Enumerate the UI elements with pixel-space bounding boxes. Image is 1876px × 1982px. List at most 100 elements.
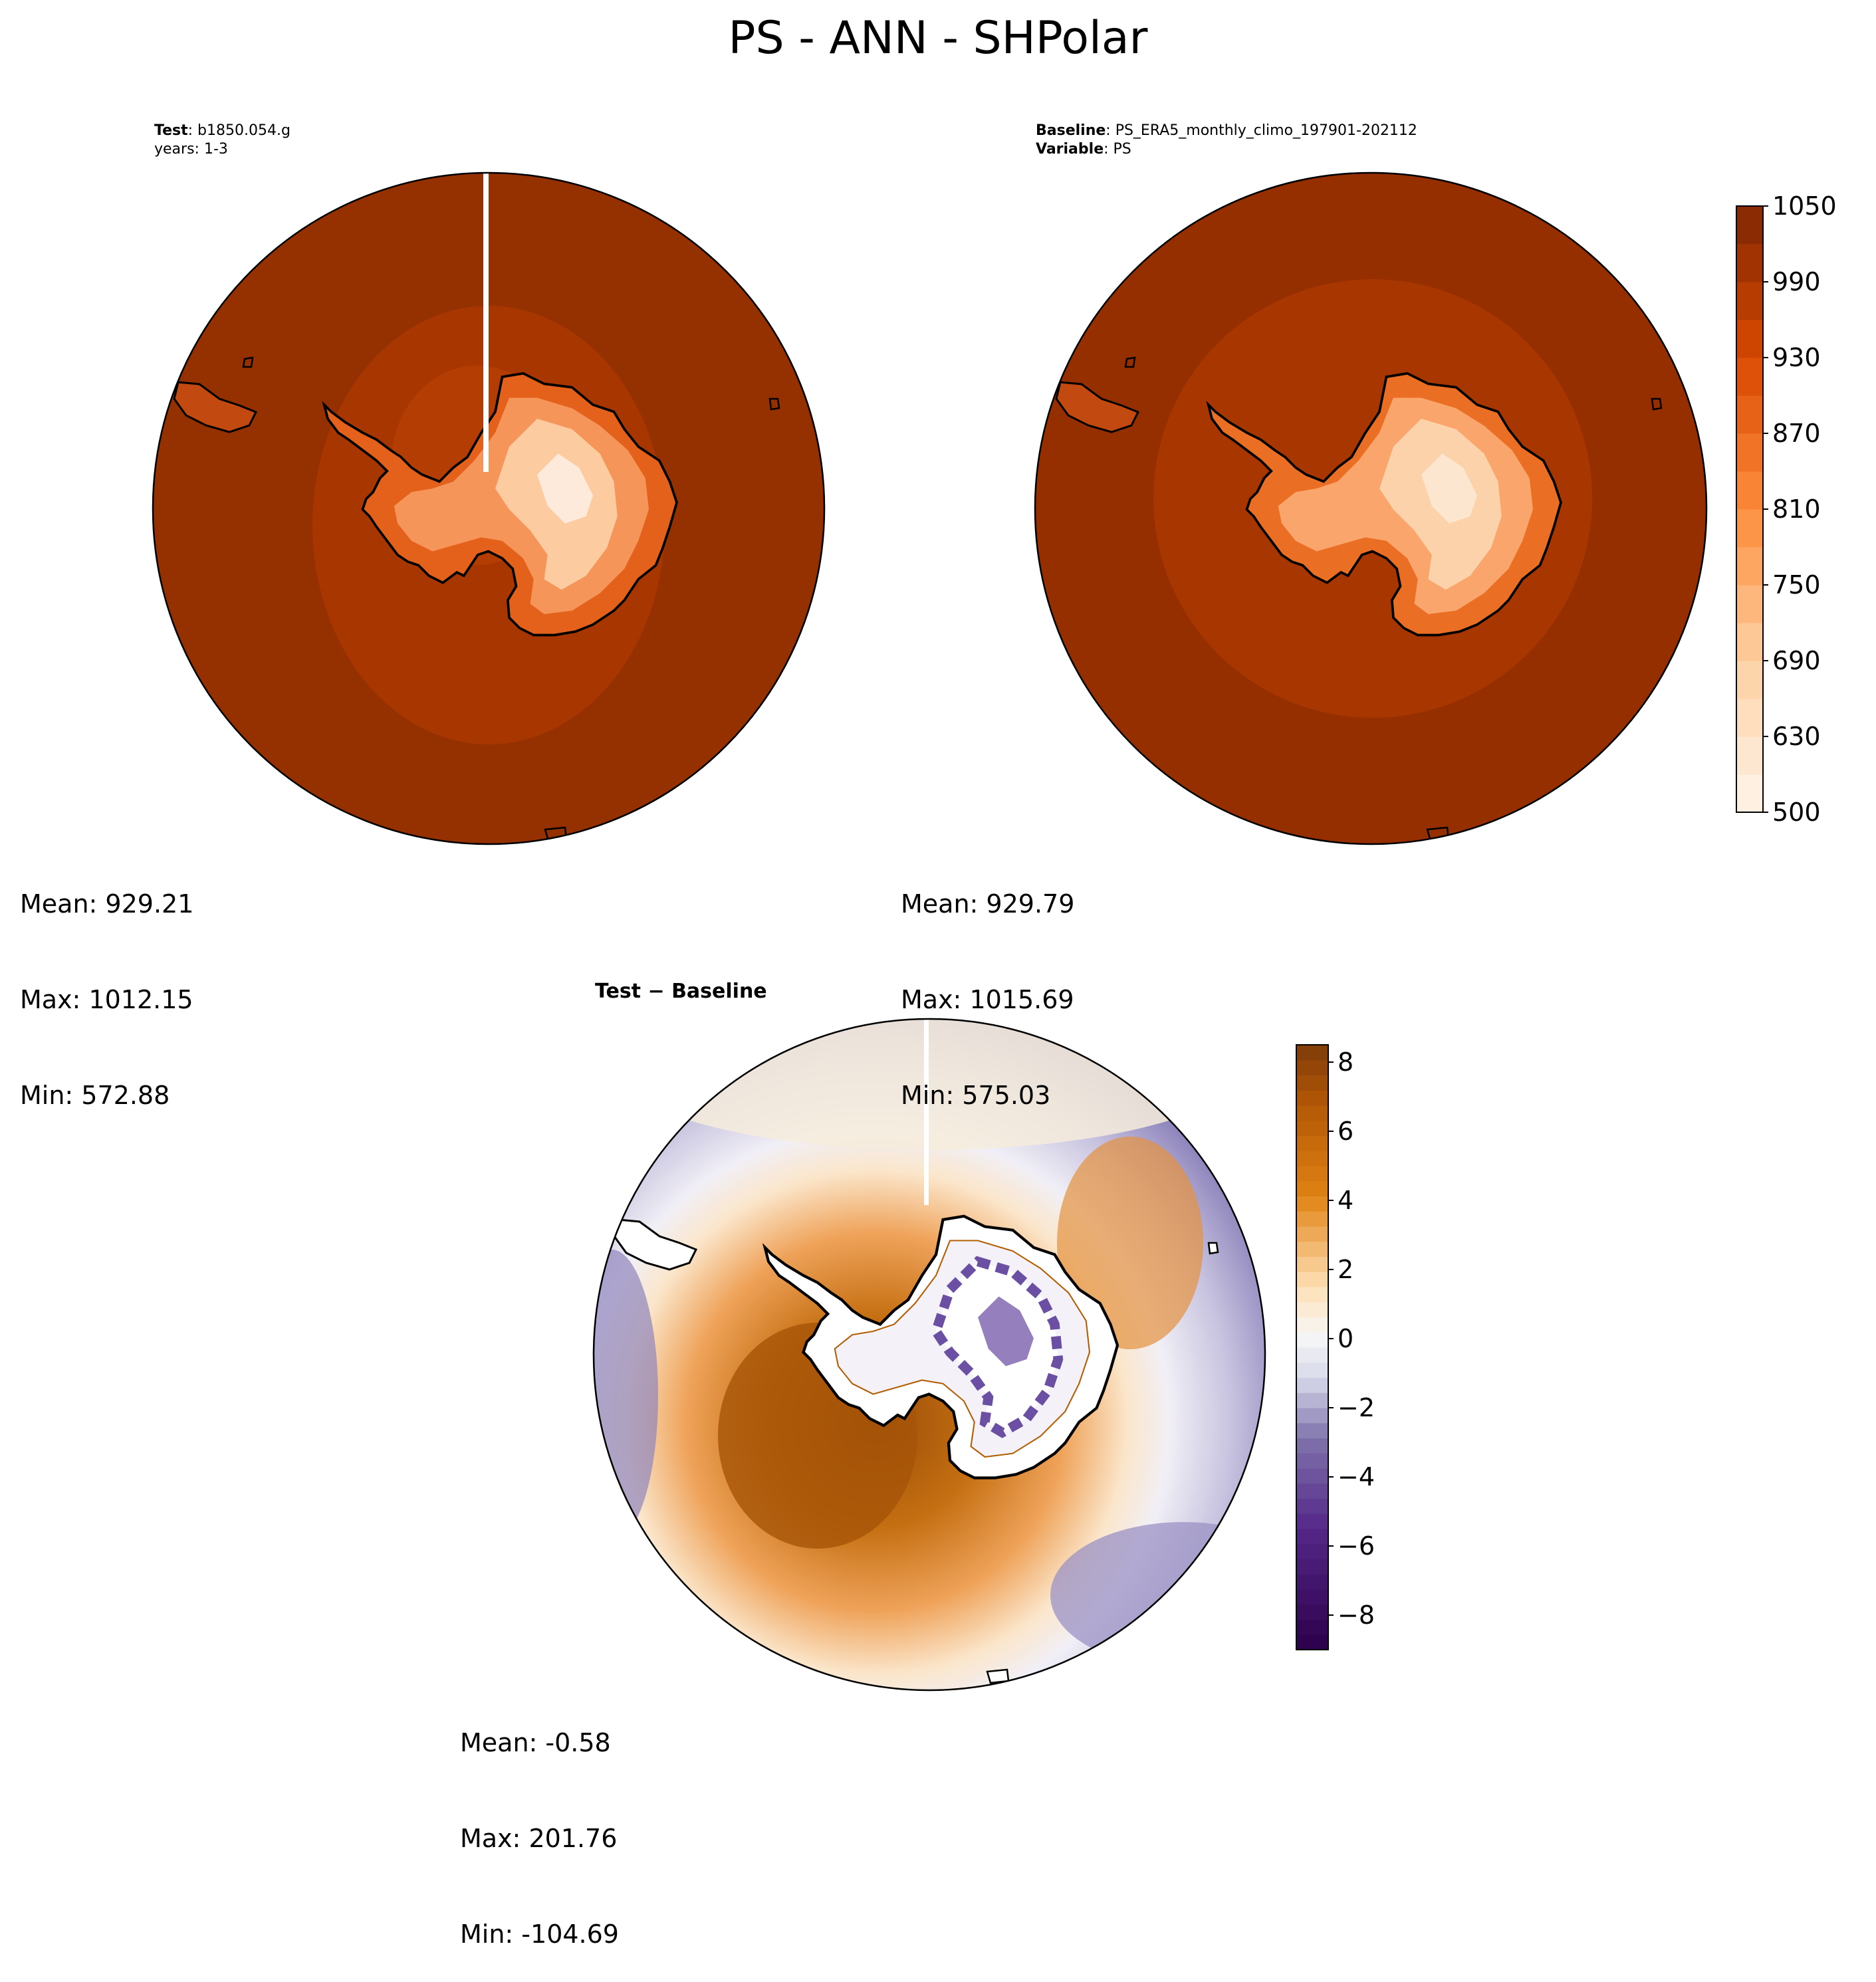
baseline-case-name: PS_ERA5_monthly_climo_197901-202112 [1115,122,1417,139]
diff-orange-east [1057,1137,1203,1349]
diff-colorbar-segment [1296,1045,1328,1061]
baseline-island-2 [1651,397,1663,411]
diff-colorbar-segment [1296,1634,1328,1650]
baseline-stats: Mean: 929.79 Max: 1015.69 Min: 575.03 [901,824,1074,1143]
diff-stat-mean: Mean: -0.58 [460,1728,611,1757]
diff-colorbar-tick-label: −2 [1338,1393,1375,1422]
diff-island-2 [1207,1242,1219,1255]
variable-colon: : [1104,141,1114,158]
variable-label: Variable [1036,141,1104,158]
diff-colorbar-frame [1296,1044,1329,1650]
diff-colorbar-segment [1296,1090,1328,1106]
baseline-label: Baseline [1036,122,1106,139]
test-missing-seam [483,173,489,472]
diff-colorbar-segment [1296,1105,1328,1121]
diff-colorbar-segment [1296,1226,1328,1242]
diff-colorbar-segment [1296,1180,1328,1196]
ps-colorbar-segment [1736,509,1763,548]
ps-colorbar-segment [1736,395,1763,434]
diff-stat-min: Min: -104.69 [460,1920,619,1949]
ps-colorbar-tick-label: 1050 [1772,191,1837,221]
diff-colorbar-segment [1296,1498,1328,1514]
diff-colorbar-segment [1296,1287,1328,1303]
diff-colorbar-segment [1296,1196,1328,1212]
diff-title-baseline: Baseline [671,980,767,1003]
ps-colorbar-segment [1736,282,1763,320]
ps-colorbar-segment [1736,358,1763,396]
baseline-map-boundary [1034,171,1708,845]
diff-colorbar-segment [1296,1211,1328,1227]
diff-colorbar-tick-label: 0 [1338,1324,1353,1353]
diff-colorbar-tick-label: 2 [1338,1255,1353,1284]
diff-colorbar-segment [1296,1468,1328,1484]
test-island-1 [242,356,254,368]
figure-canvas: 500 630 690 750 810 870 930 990 1050 8 6 4 2 0 −2 −4 −6… [152,171,1837,1692]
ps-colorbar-segment [1736,736,1763,775]
figure-title: PS - ANN - SHPolar [728,12,1148,64]
diff-map-boundary [592,1018,1266,1692]
diff-missing-seam [924,1019,929,1205]
diff-colorbar-segment [1296,1574,1328,1590]
diff-title: Test − Baseline [595,980,767,1003]
test-stats: Mean: 929.21 Max: 1012.15 Min: 572.88 [20,824,193,1143]
diff-colorbar-segment [1296,1075,1328,1091]
ps-colorbar-segment [1736,699,1763,737]
test-case-name: b1850.054.g [197,122,291,139]
diff-colorbar: 8 6 4 2 0 −2 −4 −6 −8 [1296,1044,1375,1650]
ps-colorbar-segment [1736,433,1763,472]
diff-colorbar-segment [1296,1332,1328,1348]
test-stat-max: Max: 1012.15 [20,985,193,1014]
diff-colorbar-segment [1296,1362,1328,1378]
test-stat-min: Min: 572.88 [20,1081,170,1110]
diff-colorbar-segment [1296,1166,1328,1182]
diff-colorbar-segment [1296,1483,1328,1499]
ps-colorbar: 500 630 690 750 810 870 930 990 1050 [1736,191,1837,827]
diff-title-test: Test [595,980,642,1003]
ps-colorbar-segment [1736,585,1763,623]
baseline-colon: : [1106,122,1115,139]
diff-colorbar-segment [1296,1256,1328,1272]
diff-colorbar-segment [1296,1453,1328,1469]
ps-colorbar-segment [1736,547,1763,586]
ps-colorbar-segment [1736,320,1763,358]
baseline-stat-mean: Mean: 929.79 [901,889,1075,919]
test-colon: : [187,122,198,139]
diff-colorbar-segment [1296,1301,1328,1317]
baseline-island-1 [1124,356,1136,368]
diff-colorbar-segment [1296,1151,1328,1166]
test-map-boundary [152,171,826,845]
diff-colorbar-segment [1296,1513,1328,1529]
test-years: years: 1-3 [154,141,228,158]
ps-colorbar-tick-label: 810 [1772,495,1821,524]
diff-colorbar-tick-label: 6 [1338,1117,1353,1146]
diff-colorbar-segment [1296,1392,1328,1408]
ps-colorbar-tick-label: 750 [1772,570,1821,600]
diff-colorbar-segment [1296,1604,1328,1620]
variable-name: PS [1113,141,1131,158]
test-stat-mean: Mean: 929.21 [20,889,194,919]
diff-colorbar-segment [1296,1347,1328,1363]
ps-colorbar-segment [1736,244,1763,282]
test-label: Test [154,122,188,139]
diff-purple-west [594,1250,658,1542]
ps-colorbar-segment [1736,774,1763,813]
diff-stat-max: Max: 201.76 [460,1824,618,1853]
diff-south-america [613,1218,698,1271]
ps-colorbar-tick-label: 990 [1772,267,1821,296]
ps-colorbar-segment [1736,661,1763,699]
baseline-south-america [1055,381,1140,433]
diff-colorbar-tick-label: −6 [1338,1531,1375,1561]
diff-colorbar-segment [1296,1422,1328,1438]
diff-colorbar-segment [1296,1317,1328,1333]
diff-colorbar-tick-label: 8 [1338,1047,1353,1077]
diff-purple-south [1050,1522,1265,1668]
test-island-2 [768,397,780,411]
ps-colorbar-tick-label: 630 [1772,722,1821,751]
diff-colorbar-tick-label: −4 [1338,1462,1375,1491]
diff-map [594,1019,1265,1690]
test-header: Test: b1850.054.g years: 1-3 [154,122,291,159]
diff-colorbar-segment [1296,1120,1328,1136]
diff-colorbar-segment [1296,1241,1328,1257]
diff-colorbar-segment [1296,1135,1328,1151]
diff-colorbar-segment [1296,1619,1328,1635]
